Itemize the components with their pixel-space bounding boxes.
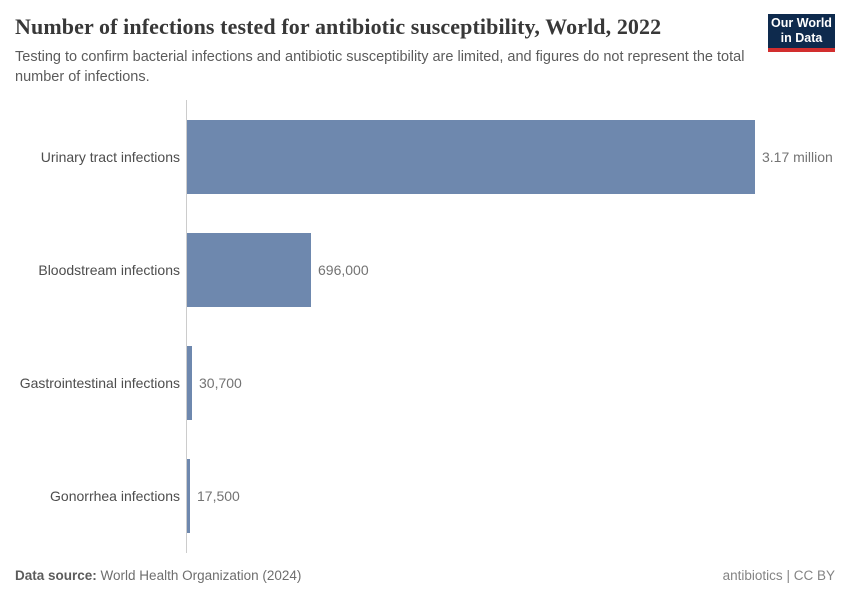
category-label-gonorrhea-infections: Gonorrhea infections bbox=[50, 488, 180, 505]
data-source: Data source: World Health Organization (… bbox=[15, 567, 301, 584]
value-label-urinary-tract-infections: 3.17 million bbox=[762, 148, 833, 165]
category-label-bloodstream-infections: Bloodstream infections bbox=[38, 261, 180, 278]
bar-area: 17,500 bbox=[186, 459, 240, 534]
owid-logo-line2: in Data bbox=[780, 31, 823, 45]
data-source-label: Data source: bbox=[15, 568, 97, 583]
value-label-gastrointestinal-infections: 30,700 bbox=[199, 375, 242, 392]
category-label-gastrointestinal-infections: Gastrointestinal infections bbox=[19, 375, 180, 392]
bar-row-gastrointestinal-infections: Gastrointestinal infections 30,700 bbox=[0, 327, 850, 440]
bar-bloodstream-infections[interactable] bbox=[186, 232, 311, 307]
owid-logo[interactable]: Our World in Data bbox=[768, 14, 835, 52]
bar-chart: Urinary tract infections 3.17 million Bloo… bbox=[0, 100, 850, 553]
owid-logo-line1: Our World bbox=[771, 15, 832, 30]
bar-row-gonorrhea-infections: Gonorrhea infections 17,500 bbox=[0, 440, 850, 553]
license-note: antibiotics | CC BY bbox=[723, 567, 835, 584]
bar-gastrointestinal-infections[interactable] bbox=[186, 346, 192, 421]
value-label-bloodstream-infections: 696,000 bbox=[318, 261, 369, 278]
footer-topic-link[interactable]: antibiotics bbox=[722, 568, 783, 583]
bar-area: 696,000 bbox=[186, 232, 369, 307]
chart-title: Number of infections tested for antibiot… bbox=[15, 14, 662, 39]
bar-area: 3.17 million bbox=[186, 119, 833, 194]
footer-separator: | bbox=[786, 568, 790, 583]
bar-row-bloodstream-infections: Bloodstream infections 696,000 bbox=[0, 213, 850, 326]
y-axis-line bbox=[186, 100, 187, 553]
chart-header: Number of infections tested for antibiot… bbox=[15, 0, 835, 87]
chart-subtitle: Testing to confirm bacterial infections … bbox=[15, 48, 745, 85]
chart-footer: Data source: World Health Organization (… bbox=[15, 567, 835, 584]
footer-license-link[interactable]: CC BY bbox=[793, 568, 835, 583]
bar-gonorrhea-infections[interactable] bbox=[186, 459, 190, 534]
bar-area: 30,700 bbox=[186, 346, 242, 421]
title-block: Number of infections tested for antibiot… bbox=[15, 0, 760, 87]
data-source-value: World Health Organization (2024) bbox=[100, 568, 302, 583]
bar-urinary-tract-infections[interactable] bbox=[186, 119, 755, 194]
bar-row-urinary-tract-infections: Urinary tract infections 3.17 million bbox=[0, 100, 850, 213]
bar-rows: Urinary tract infections 3.17 million Bloo… bbox=[0, 100, 850, 553]
category-label-urinary-tract-infections: Urinary tract infections bbox=[40, 148, 180, 165]
value-label-gonorrhea-infections: 17,500 bbox=[197, 488, 240, 505]
